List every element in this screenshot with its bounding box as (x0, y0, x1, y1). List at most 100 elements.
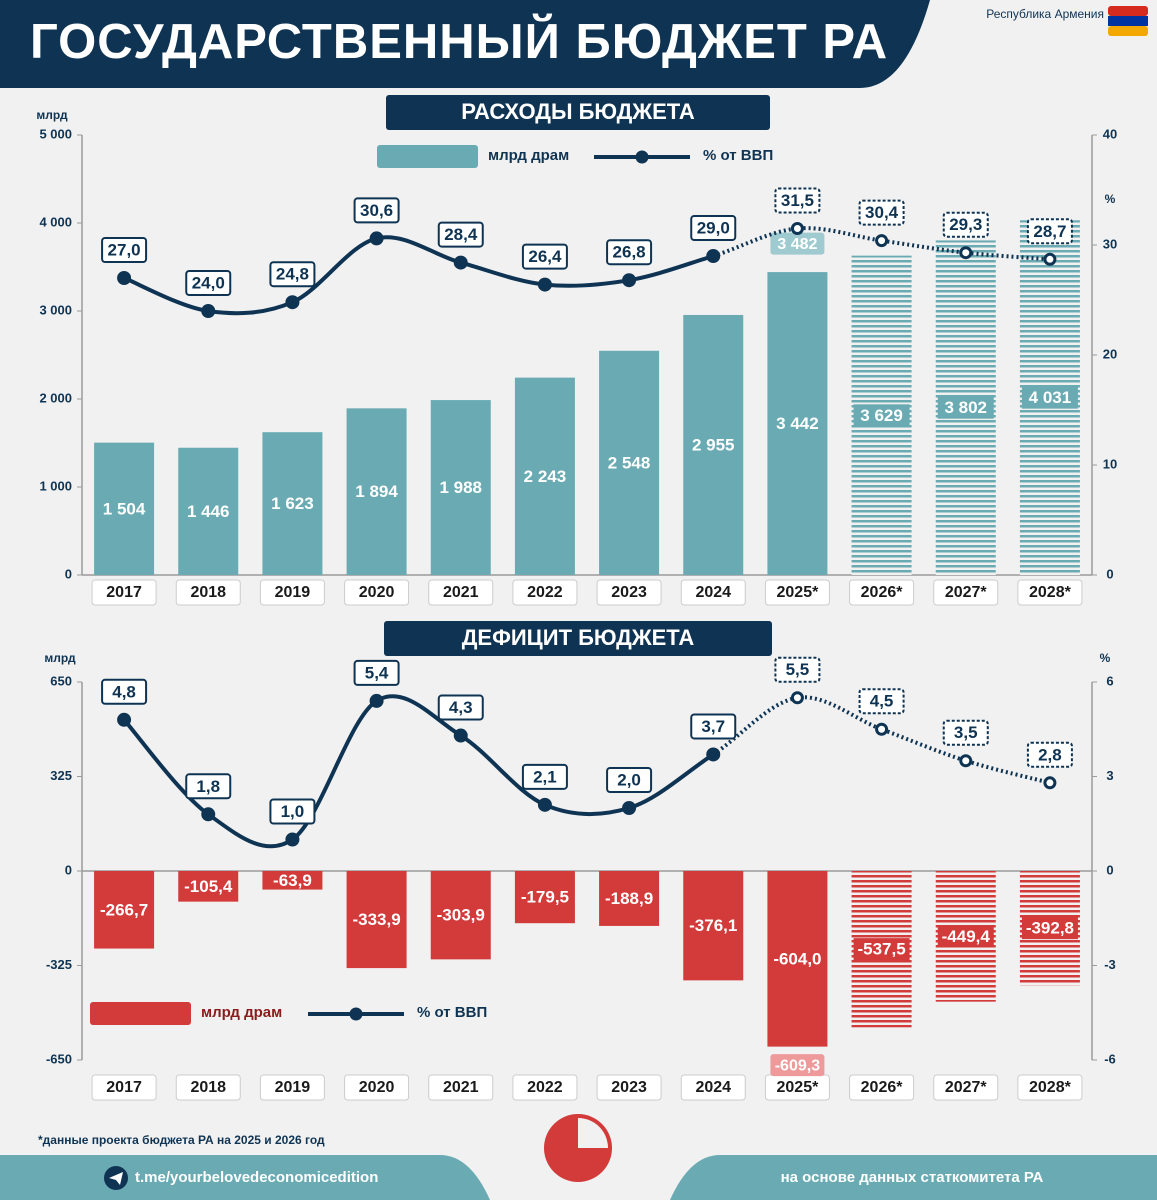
line-value-label: 29,3 (949, 215, 982, 234)
chart-title: ДЕФИЦИТ БЮДЖЕТА (462, 625, 695, 650)
y2-axis-label: % (1100, 651, 1111, 665)
bar-label-bg (1021, 386, 1078, 409)
line-point (285, 832, 300, 847)
legend-label: млрд драм (201, 1004, 282, 1021)
line-value-label: 30,6 (360, 201, 393, 220)
bar-value-label: 1 988 (439, 478, 482, 497)
y-tick-label: 325 (50, 768, 72, 783)
line-value-label: 24,8 (276, 265, 309, 284)
line-label-box (101, 678, 148, 705)
x-tick-label: 2020 (359, 584, 395, 601)
x-tick-label: 2025* (777, 584, 820, 601)
legend-label: % от ВВП (703, 147, 773, 164)
line-label-box (521, 763, 568, 790)
bar-value-label: -333,9 (352, 910, 400, 929)
line-value-label: 1,8 (196, 777, 220, 796)
line-value-label: 27,0 (108, 240, 141, 259)
annotation-box (770, 1054, 825, 1077)
line-value-label: 2,1 (533, 767, 557, 786)
line-label-box (858, 199, 905, 226)
line-point (790, 222, 804, 235)
bar (599, 350, 660, 575)
line-label-box (101, 237, 148, 263)
x-tick-box (1017, 579, 1083, 606)
legend-swatch (90, 1002, 191, 1025)
y2-tick-label: -3 (1104, 957, 1116, 972)
line-value-label: 5,4 (365, 663, 389, 682)
bar (94, 442, 155, 575)
line-value-label: 4,5 (870, 692, 894, 711)
line-label-box (858, 688, 905, 715)
x-tick-label: 2027* (945, 1079, 988, 1096)
x-tick-label: 2017 (106, 1079, 142, 1096)
line-point (1043, 776, 1057, 790)
bar (178, 871, 239, 902)
x-tick-label: 2021 (443, 584, 479, 601)
bar-value-label: 3 629 (860, 406, 903, 425)
line-label-box (606, 767, 653, 793)
y2-tick-label: 40 (1103, 126, 1117, 141)
line-label-box (774, 187, 821, 214)
line-value-label: 2,8 (1038, 745, 1062, 764)
line-solid (123, 235, 714, 316)
bar-value-label: -188,9 (605, 889, 653, 908)
x-tick-box (1017, 1074, 1083, 1101)
y-tick-label: 4 000 (39, 214, 72, 229)
bar-value-label: -604,0 (773, 949, 821, 968)
bar-value-label: -449,4 (942, 927, 991, 946)
line-label-box (353, 659, 400, 686)
x-tick-box (344, 1074, 410, 1101)
bar-value-label: 2 243 (524, 467, 567, 486)
bar-value-label: 1 623 (271, 494, 314, 513)
footer-link[interactable]: t.me/yourbelovedeconomicedition (135, 1169, 378, 1186)
bar-label-bg (853, 404, 910, 427)
bar (683, 871, 744, 981)
x-tick-box (259, 1074, 325, 1101)
line-point (959, 246, 973, 260)
y-tick-label: 0 (65, 566, 72, 581)
x-tick-box (680, 579, 746, 606)
bar-value-label: 2 955 (692, 435, 735, 454)
line-point (622, 801, 637, 815)
line-label-box (1026, 741, 1073, 768)
x-tick-label: 2019 (275, 1079, 311, 1096)
line-value-label: 26,4 (528, 247, 562, 266)
line-label-box (437, 221, 484, 248)
annotation-label: -609,3 (775, 1057, 820, 1074)
x-tick-box (849, 1074, 915, 1101)
bar (430, 400, 491, 575)
line-point (369, 231, 384, 246)
line-point (369, 693, 384, 708)
footer-source: на основе данных статкомитета РА (781, 1169, 1044, 1186)
line-value-label: 2,0 (617, 770, 641, 789)
bar-value-label: -266,7 (100, 900, 148, 919)
y2-tick-label: 6 (1106, 673, 1113, 688)
x-tick-label: 2019 (275, 584, 311, 601)
bar-value-label: -105,4 (184, 877, 233, 896)
bar-value-label: -537,5 (857, 940, 905, 959)
chart-title: РАСХОДЫ БЮДЖЕТА (461, 99, 695, 124)
x-tick-box (849, 579, 915, 606)
y-tick-label: 650 (50, 673, 72, 688)
line-point (285, 295, 300, 310)
bar-value-label: 1 446 (187, 502, 230, 521)
x-tick-label: 2023 (611, 1079, 647, 1096)
chart-title-box (384, 621, 772, 656)
line-point (1043, 252, 1057, 266)
annotation-box (770, 232, 825, 255)
line-label-box (437, 694, 484, 721)
x-tick-box (428, 1074, 494, 1101)
line-point (875, 234, 889, 248)
line-value-label: 31,5 (781, 191, 814, 210)
line-projected (712, 695, 1051, 785)
line-label-box (606, 239, 653, 266)
y-tick-label: 2 000 (39, 390, 72, 405)
bar (262, 432, 323, 575)
chart-title-box (386, 95, 770, 130)
x-tick-box (680, 1074, 746, 1101)
line-value-label: 3,7 (701, 717, 725, 736)
bar-value-label: 3 802 (944, 398, 987, 417)
y2-tick-label: 0 (1106, 862, 1113, 877)
